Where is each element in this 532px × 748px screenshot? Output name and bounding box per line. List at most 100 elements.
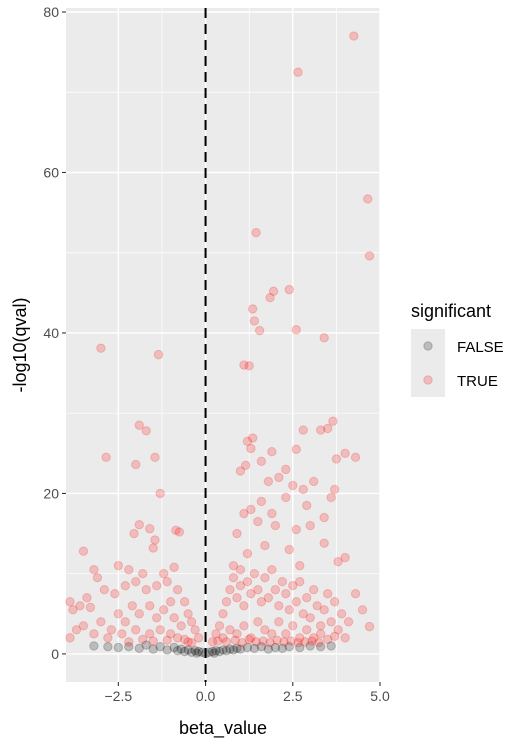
- data-point: [221, 646, 232, 656]
- data-point: [288, 480, 298, 491]
- data-point: [190, 646, 200, 656]
- data-point: [256, 496, 267, 507]
- data-point: [78, 621, 89, 631]
- data-point: [155, 488, 165, 499]
- data-point: [162, 635, 172, 645]
- legend-marker-false: [423, 341, 433, 351]
- data-point: [340, 633, 350, 643]
- data-point: [326, 492, 336, 503]
- data-point: [71, 625, 82, 635]
- y-tick-label: 40: [43, 325, 59, 341]
- data-point: [96, 617, 106, 627]
- data-point: [333, 625, 343, 635]
- data-point: [309, 633, 319, 643]
- data-point: [169, 613, 179, 623]
- data-point: [235, 581, 246, 591]
- data-point: [281, 629, 291, 639]
- data-point: [110, 589, 120, 599]
- data-point: [315, 641, 326, 652]
- data-point: [162, 645, 172, 655]
- data-point: [322, 423, 333, 434]
- data-point: [265, 292, 275, 303]
- data-point: [141, 585, 151, 595]
- data-point: [328, 416, 338, 426]
- data-point: [253, 617, 263, 627]
- data-point: [65, 597, 75, 607]
- data-point: [309, 476, 319, 487]
- data-point: [247, 304, 258, 314]
- data-point: [249, 316, 260, 326]
- data-point: [284, 544, 294, 555]
- data-point: [165, 629, 176, 639]
- data-point: [293, 67, 303, 77]
- data-point: [254, 325, 265, 336]
- data-point: [171, 525, 181, 536]
- data-point: [124, 637, 134, 647]
- data-point: [207, 646, 218, 657]
- y-tick-label: 60: [43, 164, 59, 180]
- data-point: [242, 642, 253, 653]
- data-point: [124, 641, 134, 652]
- data-point: [291, 597, 301, 607]
- data-point: [340, 552, 350, 563]
- data-point: [145, 601, 155, 611]
- data-point: [68, 605, 78, 615]
- data-point: [103, 633, 113, 643]
- data-point: [228, 560, 239, 571]
- data-point: [302, 500, 312, 511]
- data-point: [218, 609, 228, 619]
- legend-key-false: [411, 329, 445, 363]
- data-point: [113, 609, 124, 619]
- data-point: [193, 646, 204, 657]
- data-point: [228, 645, 239, 655]
- data-point: [319, 512, 329, 523]
- data-point: [300, 637, 310, 647]
- data-point: [193, 633, 204, 643]
- data-point: [279, 637, 289, 647]
- data-point: [284, 641, 294, 652]
- data-point: [218, 645, 228, 655]
- legend-label-true: TRUE: [457, 373, 498, 390]
- data-point: [101, 452, 111, 463]
- data-point: [251, 637, 261, 647]
- data-point: [274, 617, 284, 627]
- data-point: [158, 605, 169, 615]
- data-point: [176, 621, 186, 631]
- data-point: [288, 621, 298, 631]
- data-point: [256, 597, 267, 607]
- data-point: [150, 452, 160, 463]
- data-point: [293, 637, 303, 648]
- data-point: [267, 629, 277, 639]
- data-point: [85, 602, 96, 613]
- data-point: [329, 631, 340, 641]
- data-points: [65, 31, 375, 659]
- data-point: [213, 636, 223, 646]
- data-point: [267, 508, 277, 519]
- data-point: [237, 637, 247, 648]
- data-point: [331, 454, 342, 464]
- data-point: [179, 597, 190, 607]
- data-point: [124, 564, 134, 575]
- data-point: [75, 601, 85, 611]
- data-point: [270, 642, 281, 653]
- data-point: [211, 629, 221, 639]
- series-true: [65, 31, 375, 648]
- data-point: [141, 426, 151, 436]
- data-point: [141, 640, 151, 650]
- data-point: [65, 633, 75, 643]
- data-point: [244, 361, 254, 371]
- data-point: [314, 637, 324, 648]
- data-point: [246, 589, 256, 599]
- data-point: [268, 286, 279, 296]
- data-point: [246, 504, 256, 515]
- data-point: [270, 585, 281, 595]
- data-point: [249, 568, 260, 579]
- data-point: [207, 637, 218, 647]
- data-point: [134, 609, 144, 619]
- data-point: [263, 476, 274, 487]
- data-point: [211, 646, 221, 656]
- data-point: [103, 641, 113, 652]
- x-axis-title: beta_value: [179, 718, 267, 739]
- y-tick-label: 0: [51, 646, 59, 662]
